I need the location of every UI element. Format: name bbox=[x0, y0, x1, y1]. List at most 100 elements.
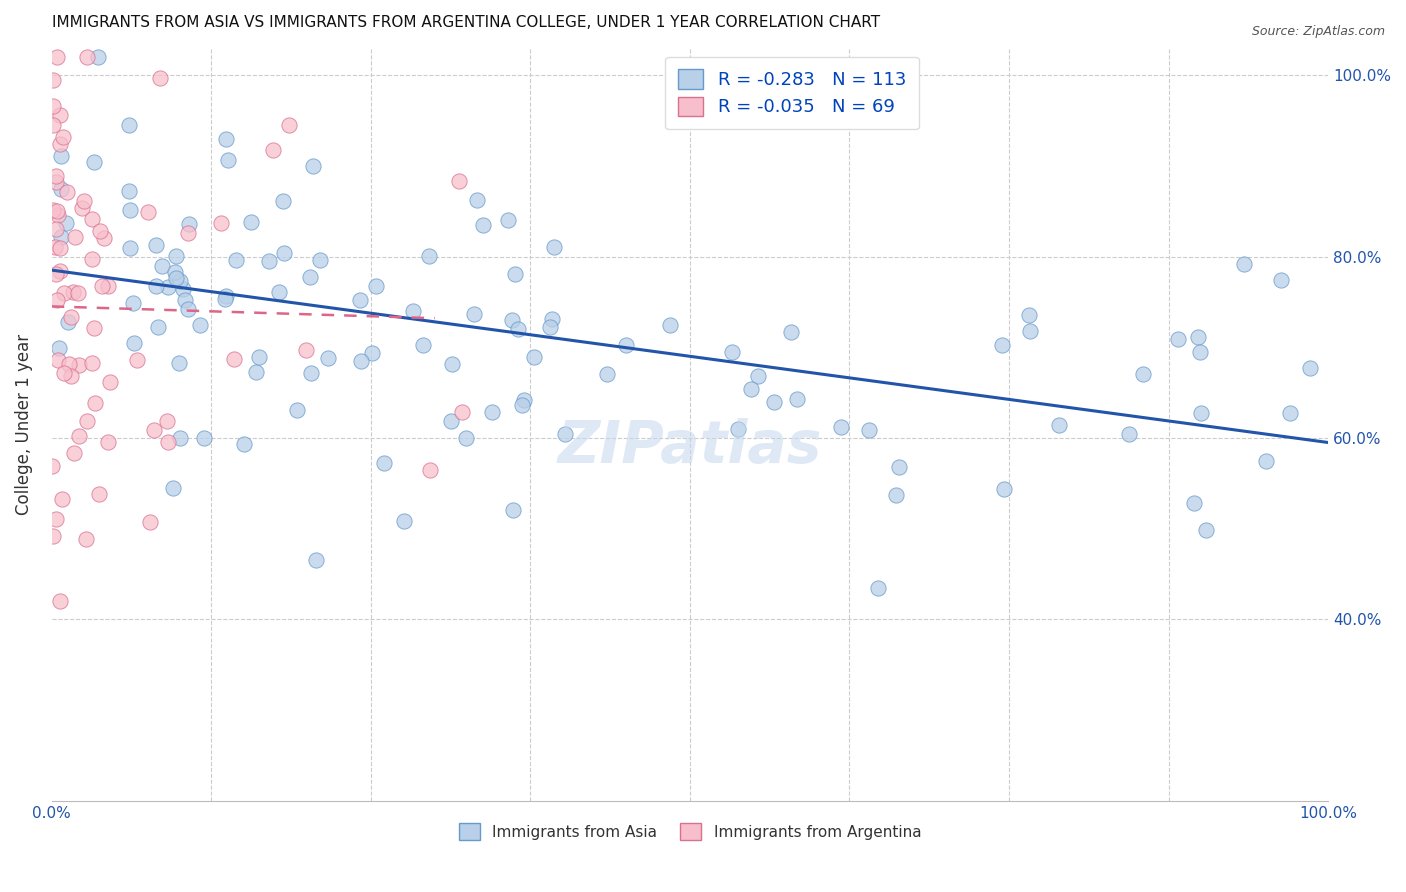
Point bbox=[1187, 330, 1209, 344]
Point bbox=[481, 405, 503, 419]
Point bbox=[165, 265, 187, 279]
Point bbox=[1167, 332, 1189, 346]
Point bbox=[596, 367, 619, 381]
Point bbox=[177, 217, 200, 231]
Point bbox=[72, 194, 94, 208]
Point bbox=[83, 155, 105, 169]
Point bbox=[262, 143, 284, 157]
Point bbox=[991, 338, 1014, 352]
Point bbox=[471, 218, 494, 232]
Point bbox=[418, 249, 440, 263]
Point bbox=[51, 491, 73, 506]
Point bbox=[780, 325, 803, 339]
Point bbox=[44, 240, 66, 254]
Point bbox=[440, 414, 463, 428]
Point bbox=[1188, 345, 1211, 359]
Legend: Immigrants from Asia, Immigrants from Argentina: Immigrants from Asia, Immigrants from Ar… bbox=[453, 817, 928, 846]
Point bbox=[392, 514, 415, 528]
Point bbox=[502, 502, 524, 516]
Point bbox=[67, 358, 90, 372]
Point bbox=[1182, 496, 1205, 510]
Point bbox=[45, 221, 67, 235]
Point bbox=[786, 392, 808, 407]
Point bbox=[118, 119, 141, 133]
Point bbox=[259, 254, 281, 268]
Point bbox=[45, 169, 67, 183]
Text: IMMIGRANTS FROM ASIA VS IMMIGRANTS FROM ARGENTINA COLLEGE, UNDER 1 YEAR CORRELAT: IMMIGRANTS FROM ASIA VS IMMIGRANTS FROM … bbox=[52, 15, 880, 30]
Point bbox=[177, 226, 200, 240]
Point bbox=[868, 581, 890, 595]
Point bbox=[233, 437, 256, 451]
Point bbox=[269, 285, 291, 299]
Point bbox=[1019, 324, 1042, 338]
Text: Source: ZipAtlas.com: Source: ZipAtlas.com bbox=[1251, 25, 1385, 38]
Point bbox=[118, 184, 141, 198]
Point bbox=[76, 50, 98, 64]
Point bbox=[1118, 426, 1140, 441]
Point bbox=[75, 532, 97, 546]
Point bbox=[60, 368, 83, 383]
Point bbox=[52, 129, 75, 144]
Point bbox=[245, 365, 267, 379]
Point bbox=[513, 392, 536, 407]
Point bbox=[49, 241, 72, 255]
Point bbox=[84, 396, 107, 410]
Point bbox=[209, 215, 232, 229]
Point bbox=[59, 310, 82, 324]
Point bbox=[1195, 523, 1218, 537]
Point bbox=[222, 352, 245, 367]
Point bbox=[373, 456, 395, 470]
Point bbox=[506, 322, 529, 336]
Point bbox=[148, 319, 170, 334]
Point bbox=[450, 404, 472, 418]
Point bbox=[993, 483, 1015, 497]
Point bbox=[1299, 360, 1322, 375]
Point bbox=[87, 486, 110, 500]
Point bbox=[49, 148, 72, 162]
Point bbox=[91, 278, 114, 293]
Point bbox=[217, 153, 239, 168]
Point bbox=[501, 313, 523, 327]
Point bbox=[42, 118, 65, 132]
Point bbox=[49, 108, 72, 122]
Point bbox=[83, 320, 105, 334]
Point bbox=[53, 285, 76, 300]
Point bbox=[554, 427, 576, 442]
Point bbox=[503, 267, 526, 281]
Point bbox=[169, 356, 191, 370]
Point bbox=[45, 204, 67, 219]
Point bbox=[1270, 273, 1292, 287]
Point bbox=[155, 414, 177, 428]
Point bbox=[48, 341, 70, 355]
Point bbox=[1132, 368, 1154, 382]
Point bbox=[118, 202, 141, 217]
Point bbox=[858, 423, 880, 437]
Point bbox=[149, 70, 172, 85]
Point bbox=[63, 445, 86, 459]
Text: ZIPatlas: ZIPatlas bbox=[558, 418, 823, 475]
Point bbox=[309, 252, 332, 267]
Point bbox=[62, 285, 84, 300]
Point bbox=[271, 194, 294, 209]
Point bbox=[299, 366, 322, 380]
Point bbox=[523, 351, 546, 365]
Point bbox=[295, 343, 318, 357]
Point bbox=[118, 241, 141, 255]
Point bbox=[301, 159, 323, 173]
Point bbox=[80, 252, 103, 266]
Point bbox=[193, 431, 215, 445]
Y-axis label: College, Under 1 year: College, Under 1 year bbox=[15, 334, 32, 515]
Point bbox=[127, 353, 149, 368]
Point bbox=[1233, 257, 1256, 271]
Point bbox=[614, 338, 637, 352]
Point bbox=[277, 118, 299, 132]
Point bbox=[139, 515, 162, 529]
Point bbox=[304, 552, 326, 566]
Point bbox=[41, 73, 63, 87]
Point bbox=[80, 356, 103, 370]
Point bbox=[41, 458, 63, 473]
Point bbox=[174, 293, 197, 308]
Point bbox=[121, 296, 143, 310]
Point bbox=[298, 269, 321, 284]
Point bbox=[58, 315, 80, 329]
